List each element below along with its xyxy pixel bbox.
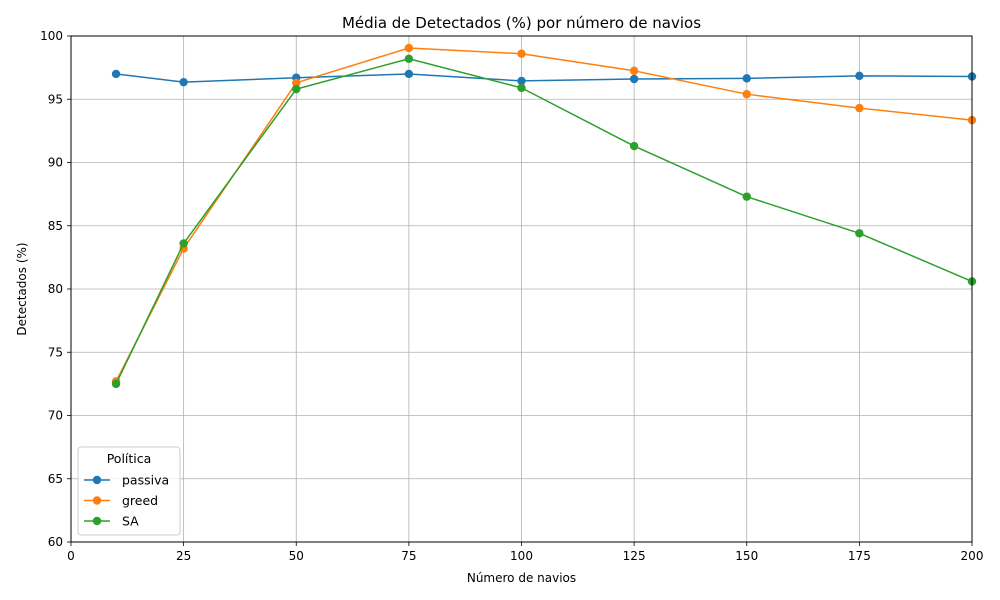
data-point-greed [517, 49, 526, 58]
x-tick-label: 25 [176, 549, 191, 563]
data-point-sa [742, 192, 751, 201]
x-tick-label: 200 [961, 549, 984, 563]
legend-label-sa: SA [122, 514, 139, 529]
x-tick-label: 50 [289, 549, 304, 563]
data-point-sa [629, 141, 639, 151]
legend-marker-sa [92, 516, 102, 526]
legend-item-passiva: passiva [84, 473, 169, 488]
data-point-passiva [404, 69, 414, 79]
x-tick-label: 75 [401, 549, 416, 563]
y-tick-label: 90 [48, 156, 63, 170]
data-point-greed [292, 78, 301, 88]
legend-label-passiva: passiva [122, 473, 169, 488]
series-passiva [111, 69, 977, 87]
y-axis-title: Detectados (%) [15, 242, 29, 335]
x-tick-label: 125 [623, 549, 646, 563]
data-point-sa [404, 54, 414, 63]
data-point-sa [111, 379, 121, 389]
data-point-sa [179, 239, 188, 248]
y-tick-label: 60 [48, 535, 63, 549]
data-point-passiva [742, 74, 751, 83]
x-tick-label: 150 [735, 549, 758, 563]
data-point-greed [742, 89, 751, 99]
data-point-passiva [111, 69, 121, 79]
y-tick-label: 75 [48, 345, 63, 359]
legend: Política passiva greed SA [77, 446, 181, 536]
y-tick-label: 100 [40, 29, 63, 43]
y-tick-label: 80 [48, 282, 63, 296]
data-point-passiva [517, 76, 526, 86]
x-tick-label: 175 [848, 549, 871, 563]
data-point-passiva [855, 71, 864, 81]
y-tick-label: 65 [48, 472, 63, 486]
x-tick-label: 100 [510, 549, 533, 563]
x-tick-label: 0 [67, 549, 75, 563]
data-point-greed [855, 103, 864, 113]
data-point-passiva [179, 77, 188, 87]
data-point-sa [855, 229, 864, 238]
series-lines [111, 43, 977, 389]
data-point-greed [404, 43, 414, 53]
x-axis-title: Número de navios [467, 571, 576, 585]
y-tick-label: 95 [48, 92, 63, 106]
axis-ticks: 0 25 50 75 100 125 150 175 200 60 65 70 75 80 85 90 95 10… [40, 29, 983, 563]
y-tick-label: 85 [48, 219, 63, 233]
legend-label-greed: greed [122, 493, 158, 508]
legend-item-greed: greed [84, 493, 158, 508]
y-tick-label: 70 [48, 409, 63, 423]
legend-marker-passiva [92, 475, 102, 485]
legend-item-sa: SA [84, 514, 139, 529]
legend-title: Política [107, 451, 152, 466]
series-sa [111, 54, 977, 389]
data-point-passiva [629, 74, 639, 84]
chart-title: Média de Detectados (%) por número de na… [342, 14, 701, 32]
data-point-sa [517, 83, 526, 93]
legend-box [77, 446, 181, 536]
legend-items: passiva greed SA [84, 473, 169, 529]
data-point-sa [292, 84, 301, 94]
data-point-greed [629, 66, 639, 75]
legend-marker-greed [92, 496, 102, 505]
